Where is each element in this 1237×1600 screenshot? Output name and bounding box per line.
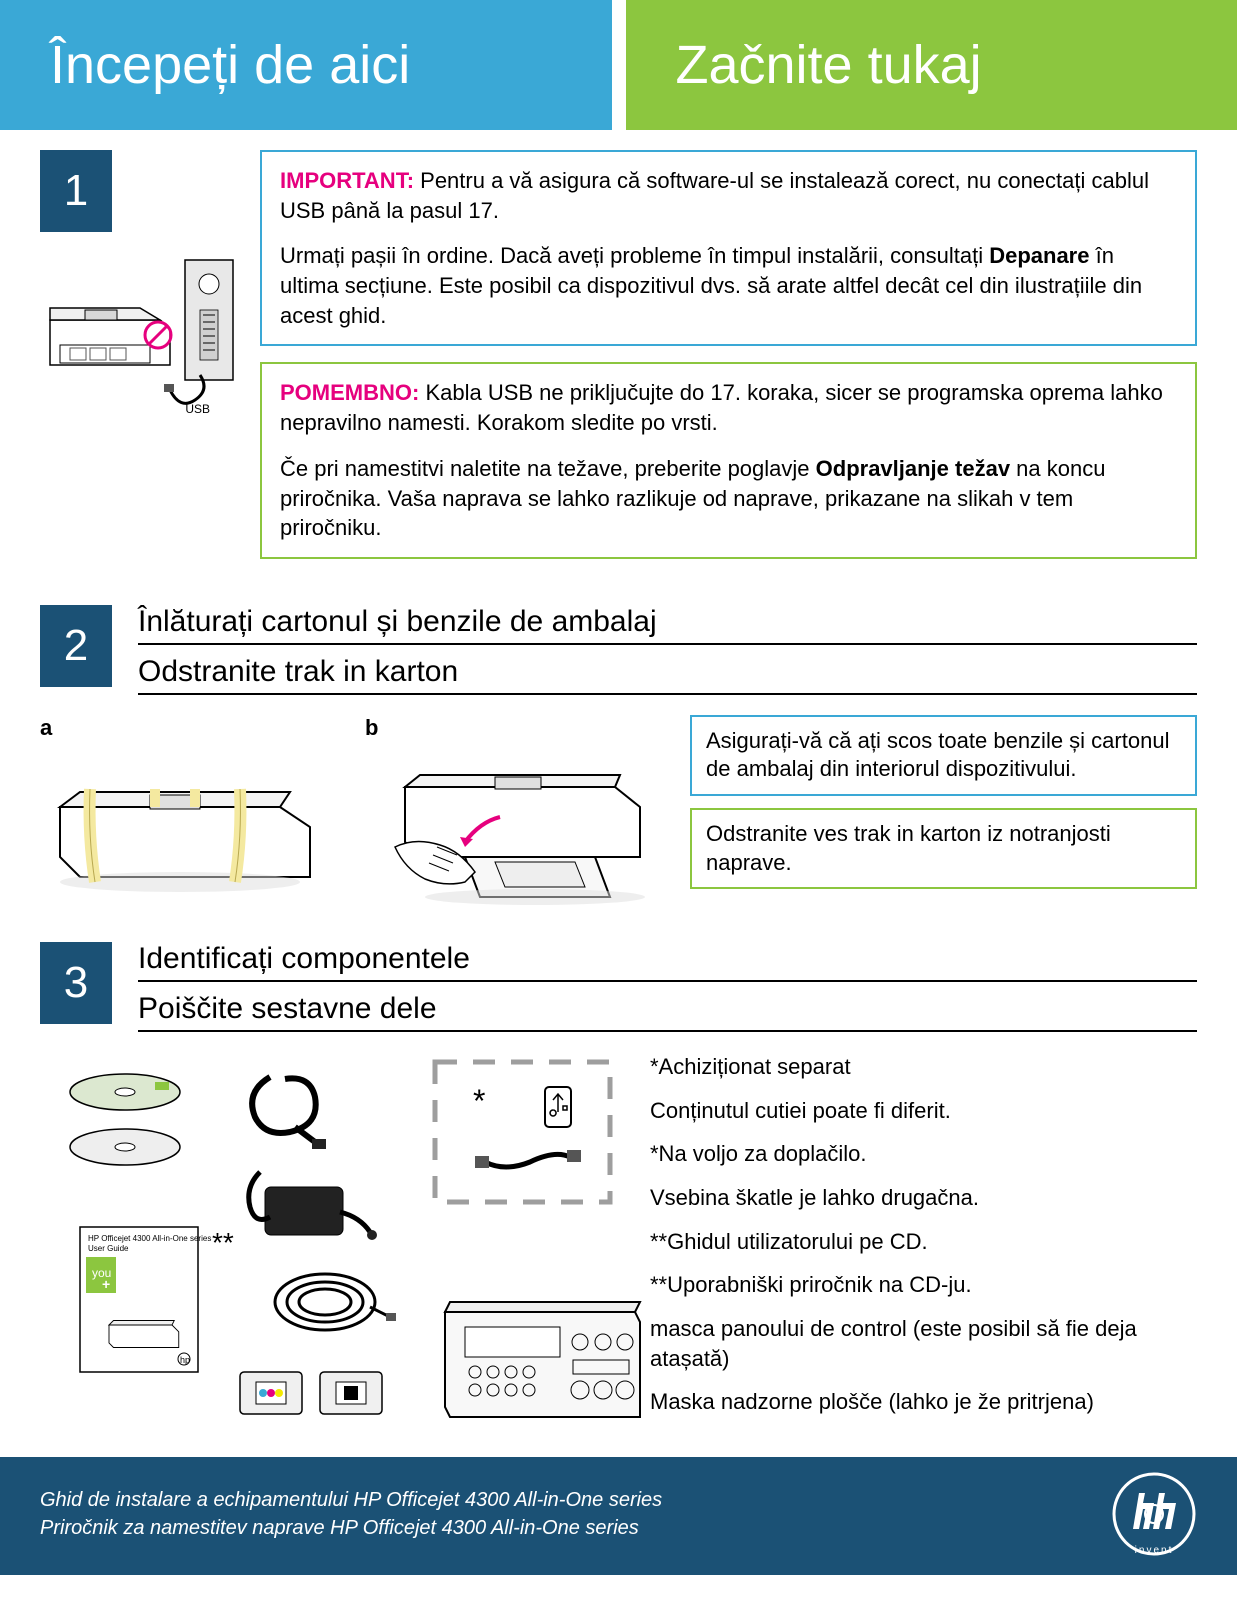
header: Începeți de aici Začnite tukaj	[0, 0, 1237, 130]
step-1: 1	[40, 150, 1197, 575]
step-3: 3 Identificați componentele Poiščite ses…	[40, 942, 1197, 1032]
step3-line-4: **Ghidul utilizatorului pe CD.	[650, 1227, 1197, 1257]
printer-taped-icon	[40, 747, 330, 907]
step3-line-6: masca panoului de control (este posibil …	[650, 1314, 1197, 1373]
components-illustration: * HP Officejet 4300 All-in-One series Us…	[40, 1052, 650, 1432]
step-3-titles: Identificați componentele Poiščite sesta…	[138, 942, 1197, 1032]
important-lead-sl: POMEMBNO:	[280, 380, 419, 405]
step1-box1-text2a: Urmați pașii în ordine. Dacă aveți probl…	[280, 243, 989, 268]
printer-usb-icon	[40, 250, 250, 450]
step-2-number: 2	[40, 605, 112, 687]
step-1-illustration: USB	[40, 244, 260, 416]
step2-image-a: a	[40, 715, 335, 912]
printer-open-icon	[365, 747, 655, 907]
hp-logo: invent	[1111, 1471, 1197, 1557]
usb-label: USB	[40, 402, 260, 416]
step1-box1-text2b: Depanare	[989, 243, 1089, 268]
header-title-left: Începeți de aici	[0, 0, 612, 130]
step3-title-sl: Poiščite sestavne dele	[138, 992, 1197, 1032]
step3-line-7: Maska nadzorne plošče (lahko je že pritr…	[650, 1387, 1197, 1417]
header-title-right: Začnite tukaj	[626, 0, 1237, 130]
step-2-content: a b	[40, 715, 1197, 912]
step-2: 2 Înlăturați cartonul și benzile de amba…	[40, 605, 1197, 695]
svg-text:**: **	[212, 1227, 234, 1258]
svg-text:*: *	[473, 1083, 485, 1119]
svg-text:invent: invent	[1135, 1545, 1174, 1556]
label-b: b	[365, 715, 660, 741]
step-2-titles: Înlăturați cartonul și benzile de ambala…	[138, 605, 1197, 695]
step1-box2-text2b: Odpravljanje težav	[816, 456, 1010, 481]
step2-title-sl: Odstranite trak in karton	[138, 655, 1197, 695]
step-3-content: * HP Officejet 4300 All-in-One series Us…	[40, 1052, 1197, 1437]
step3-line-2: *Na voljo za doplačilo.	[650, 1139, 1197, 1169]
step1-warning-ro: IMPORTANT: Pentru a vă asigura că softwa…	[260, 150, 1197, 346]
step2-image-b: b	[365, 715, 660, 912]
label-a: a	[40, 715, 335, 741]
footer-line-1: Ghid de instalare a echipamentului HP Of…	[40, 1486, 662, 1514]
svg-text:HP Officejet 4300 All-in-One s: HP Officejet 4300 All-in-One series	[88, 1234, 211, 1243]
step3-line-5: **Uporabniški priročnik na CD-ju.	[650, 1270, 1197, 1300]
step3-title-ro: Identificați componentele	[138, 942, 1197, 982]
step-1-number: 1	[40, 150, 112, 232]
footer-line-2: Priročnik za namestitev naprave HP Offic…	[40, 1514, 662, 1542]
step2-note-ro: Asigurați-vă că ați scos toate benzile ș…	[690, 715, 1197, 796]
step3-line-1: Conținutul cutiei poate fi diferit.	[650, 1096, 1197, 1126]
step3-line-0: *Achiziționat separat	[650, 1052, 1197, 1082]
step2-note-sl: Odstranite ves trak in karton iz notranj…	[690, 808, 1197, 889]
svg-text:hp: hp	[180, 1355, 190, 1365]
footer: Ghid de instalare a echipamentului HP Of…	[0, 1457, 1237, 1575]
step3-line-3: Vsebina škatle je lahko drugačna.	[650, 1183, 1197, 1213]
step2-title-ro: Înlăturați cartonul și benzile de ambala…	[138, 605, 1197, 645]
important-lead-ro: IMPORTANT:	[280, 168, 414, 193]
step1-warning-sl: POMEMBNO: Kabla USB ne priključujte do 1…	[260, 362, 1197, 558]
svg-text:User Guide: User Guide	[88, 1244, 129, 1253]
step-3-number: 3	[40, 942, 112, 1024]
step3-notes: *Achiziționat separat Conținutul cutiei …	[650, 1052, 1197, 1437]
step1-box2-text2a: Če pri namestitvi naletite na težave, pr…	[280, 456, 816, 481]
header-divider	[612, 0, 626, 130]
svg-text:+: +	[102, 1276, 110, 1292]
